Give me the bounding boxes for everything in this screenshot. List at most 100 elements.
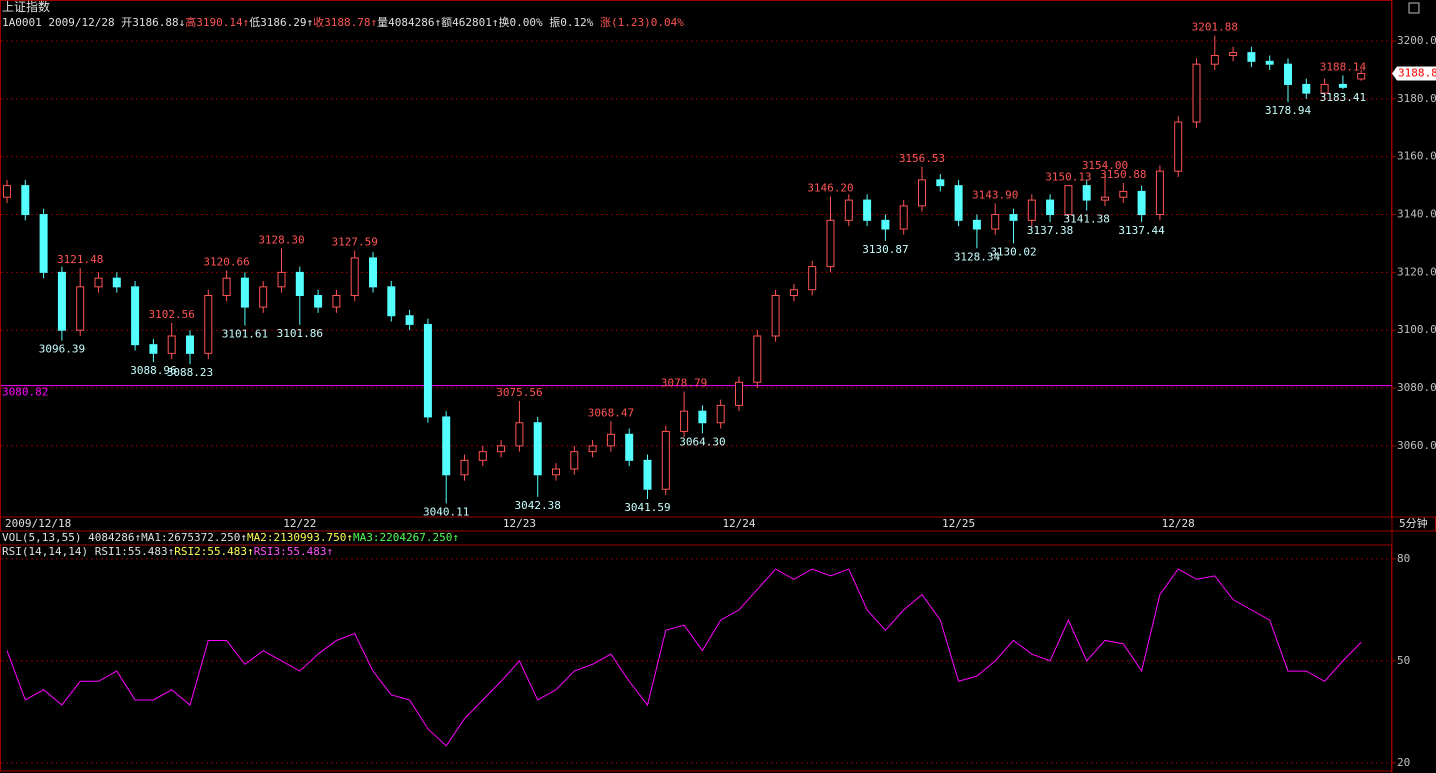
legend-item: MA1:2675372.250↑ <box>141 531 248 544</box>
low-label: 3088.96 <box>130 364 176 377</box>
legend-item: 量4084286↑ <box>377 16 442 29</box>
candle-body <box>808 266 817 291</box>
legend-item: RSI2:55.483↑ <box>174 545 254 558</box>
y-tick-label: 3060.0 <box>1397 439 1436 452</box>
candle-body <box>991 214 1000 230</box>
low-label: 3137.38 <box>1027 224 1073 237</box>
period-label: 5分钟 <box>1399 516 1428 530</box>
candle-body <box>588 445 597 453</box>
high-label: 3146.20 <box>807 182 853 195</box>
candle-body <box>918 179 926 207</box>
high-label: 3156.53 <box>899 152 945 165</box>
y-tick-label: 3120.0 <box>1397 265 1436 278</box>
candle-body <box>716 404 725 424</box>
legend-item: 高3190.14↑ <box>185 16 250 29</box>
legend-item: 开3186.88↓ <box>121 16 186 29</box>
candle-body <box>643 459 652 490</box>
candle-body <box>460 459 469 476</box>
low-label: 3101.86 <box>277 327 323 340</box>
candle-body <box>222 277 231 297</box>
window-button[interactable] <box>1408 2 1420 14</box>
low-label: 3088.23 <box>167 366 213 379</box>
candle-body <box>1155 170 1164 216</box>
candle-body <box>771 295 780 337</box>
candle-body <box>295 271 304 297</box>
high-label: 3150.13 <box>1045 170 1091 183</box>
legend-item: RSI1:55.483↑ <box>94 545 175 558</box>
low-label: 3178.94 <box>1265 104 1312 117</box>
high-label: 3188.14 <box>1320 60 1367 73</box>
high-label: 3127.59 <box>332 235 378 248</box>
candle-body <box>240 277 249 308</box>
legend-item: RSI3:55.483↑ <box>253 545 334 558</box>
candle-body <box>1119 190 1128 198</box>
low-label: 3141.38 <box>1064 213 1110 226</box>
candle-body <box>1210 55 1219 65</box>
candle-body <box>680 410 689 432</box>
rsi-panel <box>0 544 1392 772</box>
legend-item: MA2:2130993.750↑ <box>247 531 354 544</box>
rsi-line <box>6 568 1362 747</box>
high-label: 3075.56 <box>496 386 542 399</box>
candle-body <box>625 433 634 461</box>
low-label: 3096.39 <box>39 343 85 356</box>
x-tick-label: 12/25 <box>942 517 975 530</box>
high-label: 3068.47 <box>588 406 634 419</box>
reference-label: 3080.82 <box>2 386 48 399</box>
rsi-legend: RSI(14,14,14) RSI1:55.483↑RSI2:55.483↑RS… <box>2 545 333 558</box>
high-label: 3150.88 <box>1100 168 1146 181</box>
low-label: 3101.61 <box>222 328 268 341</box>
legend-item: 低3186.29↑ <box>249 16 314 29</box>
candle-body <box>899 205 908 230</box>
legend-item: RSI(14,14,14) <box>2 545 95 558</box>
legend-item: 额462801↑ <box>441 16 499 29</box>
candle-body <box>1101 196 1109 201</box>
candle-body <box>3 185 11 198</box>
y-tick-label: 3180.0 <box>1397 92 1436 105</box>
low-label: 3137.44 <box>1118 224 1165 237</box>
candle-body <box>149 344 158 354</box>
legend-item: 振0.12% <box>549 16 600 29</box>
candle-body <box>881 219 890 230</box>
candle-body <box>552 468 560 476</box>
candle-body <box>442 416 451 476</box>
high-label: 3102.56 <box>149 308 195 321</box>
legend-item: 涨(1.23)0.04% <box>600 16 684 29</box>
candle-body <box>606 433 615 447</box>
low-label: 3130.02 <box>990 245 1036 258</box>
vol-legend: VOL(5,13,55) 4084286↑MA1:2675372.250↑MA2… <box>2 531 459 544</box>
time-axis <box>0 516 1436 532</box>
candle-body <box>1265 60 1274 65</box>
legend-item: MA3:2204267.250↑ <box>353 531 459 544</box>
candle-body <box>1082 185 1091 201</box>
candle-body <box>478 451 487 461</box>
low-label: 3064.30 <box>679 435 725 448</box>
candle-body <box>698 410 707 424</box>
y-tick-label: 3100.0 <box>1397 323 1436 336</box>
candle-body <box>259 286 268 308</box>
y-tick-label: 20 <box>1397 756 1410 769</box>
high-label: 3121.48 <box>57 253 103 266</box>
high-label: 3143.90 <box>972 188 1018 201</box>
y-tick-label: 80 <box>1397 552 1410 565</box>
candle-body <box>1046 199 1055 216</box>
candle-body <box>1192 63 1201 123</box>
legend-item: VOL(5,13,55) <box>2 531 89 544</box>
candle-body <box>1284 63 1292 85</box>
candle-body <box>1064 185 1073 216</box>
candle-body <box>661 430 670 490</box>
candle-body <box>533 422 542 476</box>
high-label: 3201.88 <box>1192 21 1238 34</box>
title: 上证指数 <box>2 0 51 14</box>
candle-body <box>387 286 396 317</box>
candle-body <box>167 335 176 354</box>
candle-body <box>753 335 762 383</box>
legend-item: 收3188.78↑ <box>313 16 378 29</box>
legend-item: 换0.00% <box>498 16 550 29</box>
candle-body <box>570 451 579 470</box>
candle-body <box>1174 121 1183 172</box>
low-label: 3130.87 <box>862 243 908 256</box>
low-label: 3041.59 <box>624 501 670 514</box>
candle-body <box>1247 52 1256 62</box>
